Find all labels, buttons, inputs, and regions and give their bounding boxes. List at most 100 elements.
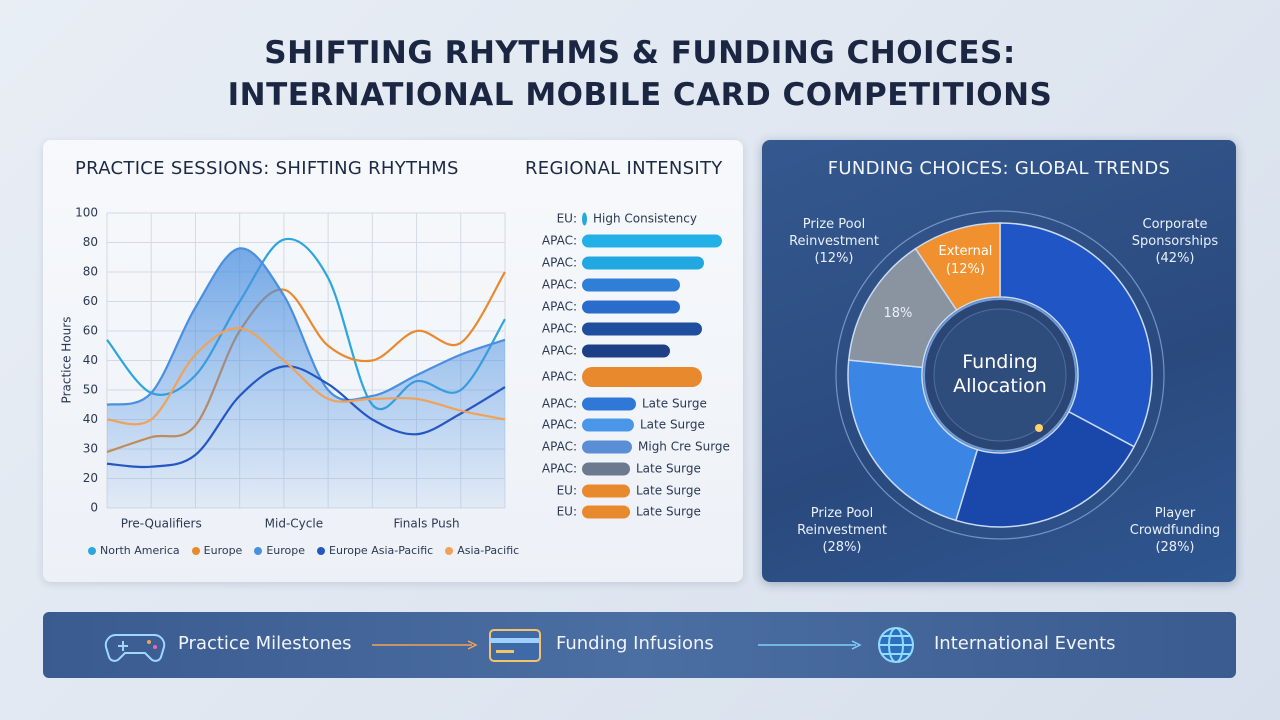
x-tick-label: Mid-Cycle: [265, 517, 323, 531]
y-tick-label: 100: [75, 206, 98, 220]
bar-note: Late Surge: [636, 462, 701, 476]
outer-ring: [835, 210, 1165, 540]
legend: North America Europe Europe Europe Asia-Pac…: [88, 544, 519, 557]
chart-title: PRACTICE SESSIONS: SHIFTING RHYTHMS: [75, 158, 459, 179]
legend-swatch: [317, 546, 326, 555]
bar: [582, 212, 587, 226]
legend-label: North America: [100, 544, 180, 557]
bar-label: APAC:: [542, 462, 577, 476]
bar: [582, 367, 702, 387]
legend-label: Europe: [266, 544, 306, 557]
legend-item: Europe: [191, 544, 243, 557]
bar-label: APAC:: [542, 418, 577, 432]
annotation: Prize Pool Reinvestment: [789, 217, 879, 249]
segment-value-label: 18%: [883, 305, 913, 321]
segment-label: Prize Pool Reinvestment: [797, 506, 887, 538]
bar: [582, 256, 704, 270]
y-tick-label: 40: [83, 412, 98, 426]
bar-label: APAC:: [542, 344, 577, 358]
line: [106, 326, 506, 426]
bar-note: Late Surge: [636, 484, 701, 498]
bar-note: Late Surge: [640, 418, 705, 432]
legend-item: North America: [88, 544, 180, 557]
donut-segment: [999, 222, 1153, 448]
globe-icon: [878, 627, 914, 663]
bar: [582, 397, 636, 411]
line: [106, 365, 506, 469]
y-axis-label: Practice Hours: [60, 317, 74, 404]
donut-segment: [954, 410, 1136, 528]
flow-step: Practice Milestones: [178, 633, 352, 654]
x-tick-label: Pre-Qualifiers: [121, 517, 202, 531]
center-label: Funding Allocation: [953, 351, 1047, 397]
bar-label: APAC:: [542, 370, 577, 384]
legend-swatch: [191, 546, 200, 555]
segment-value-label: (42%): [1155, 251, 1195, 266]
y-tick-label: 80: [83, 265, 98, 279]
bar-label: EU:: [557, 212, 577, 226]
line: [106, 247, 506, 406]
bar-label: APAC:: [542, 397, 577, 411]
gamepad-icon: [104, 633, 166, 662]
bar-label: APAC:: [542, 322, 577, 336]
bar: [582, 278, 680, 292]
bar-note: Migh Cre Surge: [638, 440, 730, 454]
y-tick-label: 30: [83, 442, 98, 456]
legend-item: Europe: [254, 544, 305, 557]
legend-label: Asia-Pacific: [457, 544, 520, 557]
y-tick-label: 60: [83, 294, 98, 308]
bar-note: High Consistency: [593, 212, 697, 226]
y-tick-label: 80: [83, 235, 98, 249]
bar-label: EU:: [557, 505, 577, 519]
center-inner: [933, 308, 1067, 442]
bar-note: Late Surge: [636, 505, 701, 519]
bar-label: EU:: [557, 484, 577, 498]
x-tick-label: Finals Push: [393, 517, 459, 531]
bar: [582, 440, 632, 454]
legend-swatch: [254, 546, 263, 555]
bar: [582, 234, 722, 248]
bar: [582, 418, 634, 432]
page-title: SHIFTING RHYTHMS & FUNDING CHOICES: INTE…: [227, 35, 1053, 113]
segment-label: External: [938, 244, 993, 260]
chart-title: REGIONAL INTENSITY: [525, 158, 723, 179]
bar: [582, 322, 702, 336]
arrow-head: [851, 640, 862, 650]
donut-segment: [847, 359, 979, 522]
donut-segment: [914, 222, 1001, 312]
legend-label: Europe: [203, 544, 243, 557]
bar: [582, 505, 630, 519]
bar: [582, 300, 680, 314]
flow-step: Funding Infusions: [556, 633, 714, 654]
segment-label: Corporate Sponsorships: [1131, 217, 1219, 249]
segment-value-label: (28%): [1155, 540, 1195, 555]
segment-label: Player Crowdfunding: [1129, 506, 1221, 538]
segment-value-label: (12%): [945, 262, 985, 278]
legend-label: Europe Asia-Pacific: [329, 544, 434, 557]
bar-label: APAC:: [542, 300, 577, 314]
y-tick-label: 40: [83, 353, 98, 367]
legend-item: Asia-Pacific: [445, 544, 519, 557]
bar: [582, 344, 670, 358]
y-tick-label: 50: [83, 383, 98, 397]
y-tick-label: 0: [90, 501, 98, 515]
bar-label: APAC:: [542, 278, 577, 292]
chart-title: FUNDING CHOICES: GLOBAL TRENDS: [827, 158, 1171, 179]
segment-value-label: (28%): [822, 540, 862, 555]
bar-note: Late Surge: [642, 397, 707, 411]
bar: [582, 484, 630, 498]
legend-swatch: [88, 546, 96, 555]
footer-bar: [43, 612, 1236, 678]
legend-swatch: [445, 546, 454, 555]
y-tick-label: 20: [83, 471, 98, 485]
annotation-value: (12%): [814, 251, 854, 266]
card-icon: [489, 629, 541, 662]
bar-label: APAC:: [542, 234, 577, 248]
flow-step: International Events: [934, 633, 1116, 654]
glow-dot: [1035, 424, 1043, 432]
area: [107, 248, 505, 508]
bar: [582, 462, 630, 476]
y-tick-label: 60: [83, 324, 98, 338]
